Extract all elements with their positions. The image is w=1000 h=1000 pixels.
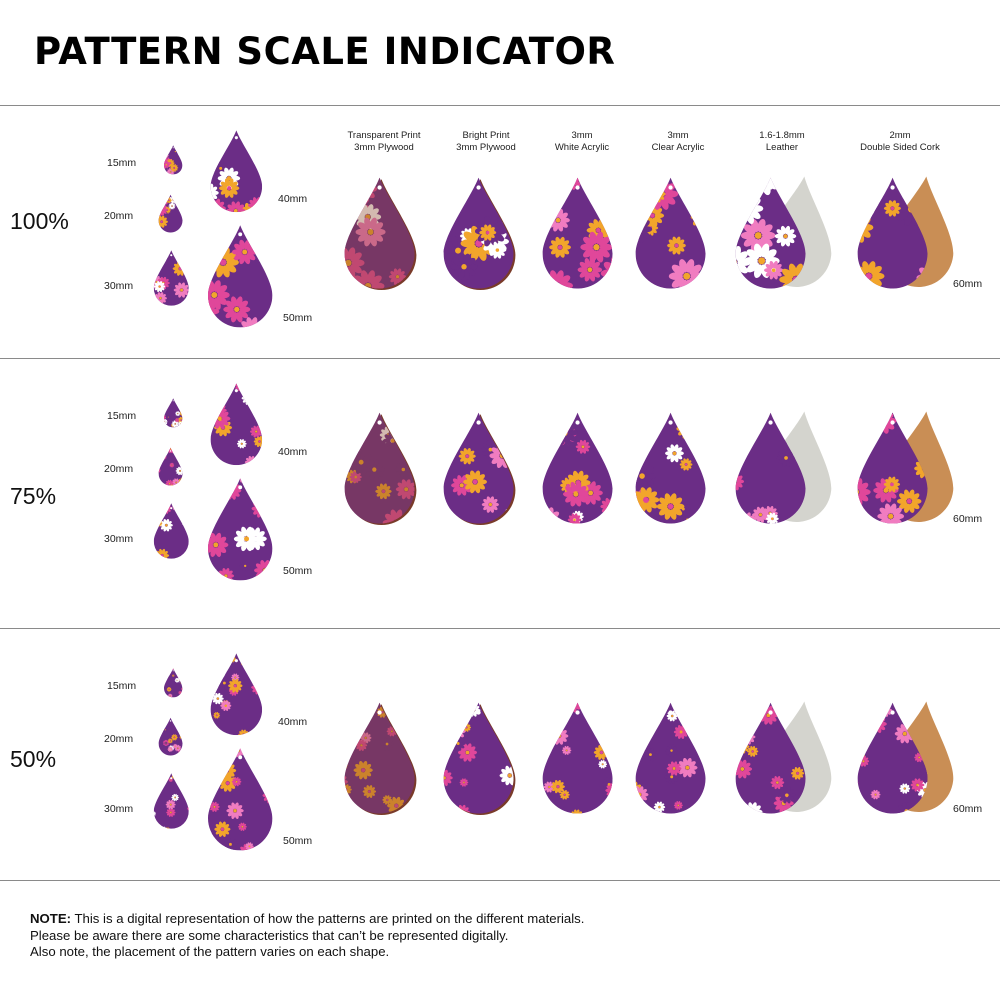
sample-drop-15mm (163, 398, 183, 428)
note-text: NOTE: This is a digital representation o… (30, 911, 584, 961)
material-header-transparent-plywood: Transparent Print 3mm Plywood (347, 130, 421, 153)
material-drop-5 (736, 176, 832, 289)
material-drop-1 (345, 703, 417, 816)
size-label-20mm: 20mm (104, 733, 134, 745)
material-size-label: 60mm (953, 278, 983, 290)
material-drop-5 (736, 411, 832, 524)
sample-drop-15mm (163, 668, 183, 698)
material-drop-3 (543, 413, 613, 524)
divider-1 (0, 358, 1000, 359)
sample-drop-50mm (207, 748, 273, 851)
material-drop-1 (345, 413, 417, 526)
size-label-50mm: 50mm (283, 312, 313, 324)
size-label-50mm: 50mm (283, 565, 313, 577)
sample-drop-50mm (207, 225, 273, 328)
size-label-30mm: 30mm (104, 280, 134, 292)
sample-drop-20mm (159, 718, 183, 756)
size-label-20mm: 20mm (104, 210, 134, 222)
size-label-40mm: 40mm (278, 446, 308, 458)
size-label-20mm: 20mm (104, 463, 134, 475)
size-label-50mm: 50mm (283, 835, 313, 847)
sample-drop-40mm (210, 652, 262, 735)
scale-section-1: 100% 15mm 20mm 30mm 40mm 50mm 60mm (0, 105, 1000, 355)
material-drop-3 (543, 703, 613, 814)
size-label-40mm: 40mm (278, 193, 308, 205)
sample-drop-50mm (207, 478, 273, 581)
scale-percentage: 75% (10, 483, 57, 509)
sample-drop-30mm (153, 250, 189, 306)
material-drop-2 (444, 178, 516, 291)
divider-top (0, 105, 1000, 106)
sample-drop-30mm (153, 503, 189, 559)
material-drop-4 (636, 178, 706, 289)
scale-percentage: 50% (10, 746, 57, 772)
material-drop-4 (636, 703, 706, 814)
material-drop-2 (444, 413, 516, 526)
material-drop-3 (543, 178, 613, 289)
sample-drop-30mm (153, 773, 189, 829)
material-header-bright-plywood: Bright Print 3mm Plywood (456, 130, 516, 153)
material-header-leather: 1.6-1.8mm Leather (759, 130, 805, 153)
material-size-label: 60mm (953, 803, 983, 815)
sample-drop-20mm (159, 448, 183, 486)
size-label-30mm: 30mm (104, 803, 134, 815)
size-label-30mm: 30mm (104, 533, 134, 545)
material-drop-6 (858, 176, 954, 289)
size-label-40mm: 40mm (278, 716, 308, 728)
note-line-1: This is a digital representation of how … (71, 911, 585, 926)
material-header-white-acrylic: 3mm White Acrylic (554, 130, 610, 153)
note-line-3: Also note, the placement of the pattern … (30, 944, 390, 959)
note-label: NOTE: (30, 911, 72, 926)
scale-percentage: 100% (10, 208, 69, 234)
page-title: PATTERN SCALE INDICATOR (34, 30, 616, 73)
note-line-2: Please be aware there are some character… (30, 927, 509, 943)
material-drop-6 (858, 411, 954, 524)
scale-section-2: 75% 15mm 20mm 30mm 40mm 50mm 60mm (0, 358, 1000, 608)
scale-section-3: 50% 15mm 20mm 30mm 40mm 50mm 60mm (0, 628, 1000, 878)
material-header-clear-acrylic: 3mm Clear Acrylic (651, 130, 705, 153)
size-label-15mm: 15mm (107, 410, 137, 422)
sample-drop-40mm (210, 129, 262, 212)
sample-drop-40mm (210, 382, 262, 465)
divider-bottom (0, 880, 1000, 881)
sample-drop-15mm (163, 145, 183, 175)
material-drop-2 (444, 703, 516, 816)
material-drop-6 (858, 701, 954, 814)
size-label-15mm: 15mm (107, 680, 137, 692)
material-header-cork: 2mm Double Sided Cork (860, 130, 940, 153)
divider-2 (0, 628, 1000, 629)
material-size-label: 60mm (953, 513, 983, 525)
size-label-15mm: 15mm (107, 157, 137, 169)
material-drop-4 (636, 413, 706, 524)
sample-drop-20mm (159, 195, 183, 233)
material-drop-5 (736, 701, 832, 814)
material-drop-1 (345, 178, 417, 291)
